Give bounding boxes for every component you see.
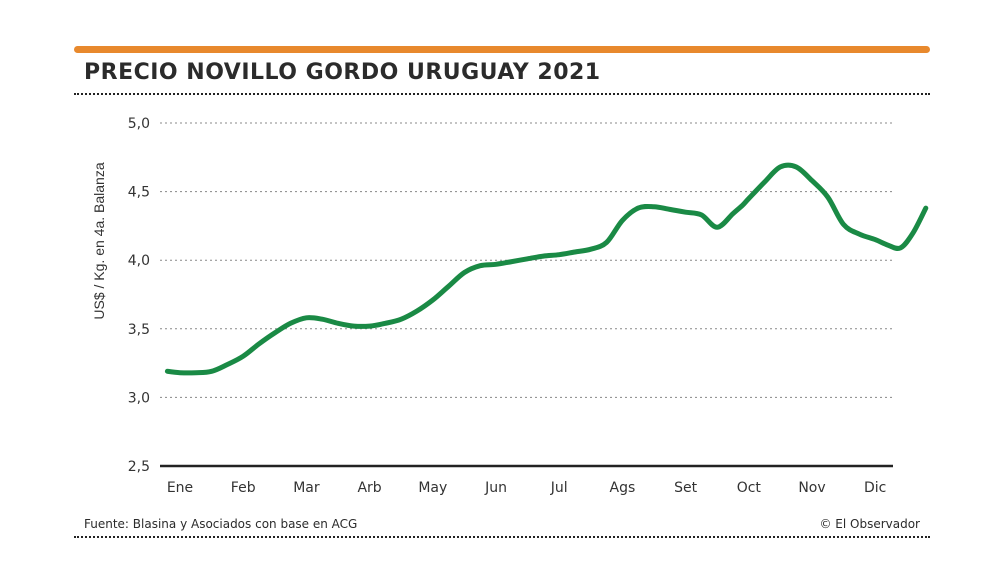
x-tick-label: Nov (798, 480, 825, 496)
chart-title: PRECIO NOVILLO GORDO URUGUAY 2021 (84, 60, 601, 85)
x-tick-label: Set (674, 480, 698, 496)
y-tick-label: 5,0 (128, 116, 150, 132)
title-divider (74, 93, 930, 95)
x-tick-labels: Ene Feb Mar Arb May Jun Jul Ags Set Oct Nov Dic (167, 480, 887, 496)
y-axis-label: US$ / Kg. en 4a. Balanza (91, 162, 107, 319)
y-tick-label: 3,5 (128, 322, 150, 338)
price-series-line (164, 162, 929, 376)
credit-note: © El Observador (819, 517, 920, 531)
y-tick-label: 2,5 (128, 459, 150, 475)
x-tick-label: Ene (167, 480, 193, 496)
y-tick-label: 3,0 (128, 390, 150, 406)
y-tick-labels: 2,5 3,0 3,5 4,0 4,5 5,0 (128, 116, 150, 475)
footer-divider (74, 536, 930, 538)
source-note: Fuente: Blasina y Asociados con base en … (84, 517, 358, 531)
x-tick-label: Oct (737, 480, 762, 496)
x-tick-label: May (418, 480, 447, 496)
x-tick-label: Ags (610, 480, 636, 496)
x-tick-label: Mar (293, 480, 320, 496)
x-tick-label: Jul (550, 480, 568, 496)
y-tick-label: 4,5 (128, 185, 150, 201)
x-tick-label: Feb (231, 480, 256, 496)
x-tick-label: Jun (484, 480, 507, 496)
x-tick-label: Dic (864, 480, 886, 496)
accent-bar (74, 46, 930, 53)
x-tick-label: Arb (357, 480, 381, 496)
y-tick-label: 4,0 (128, 253, 150, 269)
